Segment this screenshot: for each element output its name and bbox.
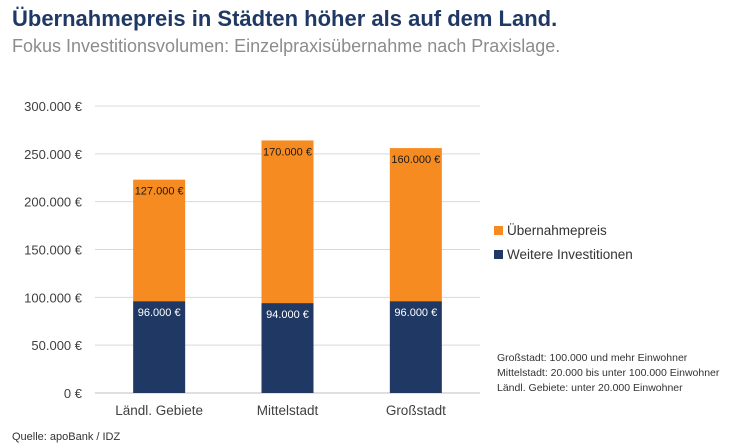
legend: Übernahmepreis Weitere Investitionen	[494, 218, 633, 266]
population-notes: Großstadt: 100.000 und mehr Einwohner Mi…	[497, 351, 719, 396]
chart-title: Übernahmepreis in Städten höher als auf …	[12, 6, 558, 31]
bar-weitere-investitionen	[133, 301, 186, 393]
bar-uebernahmepreis	[389, 148, 442, 302]
y-tick-label: 250.000 €	[24, 147, 83, 162]
source-note: Quelle: apoBank / IDZ	[12, 431, 121, 443]
bar-uebernahmepreis	[133, 179, 186, 302]
x-tick-label: Ländl. Gebiete	[115, 403, 203, 418]
data-label: 170.000 €	[263, 146, 312, 158]
legend-swatch-weitere-investitionen	[494, 249, 503, 259]
legend-item-uebernahmepreis: Übernahmepreis	[494, 218, 633, 242]
data-label: 96.000 €	[138, 307, 181, 319]
note-mittelstadt: Mittelstadt: 20.000 bis unter 100.000 Ei…	[497, 367, 720, 379]
bar-weitere-investitionen	[389, 301, 442, 393]
y-tick-label: 300.000 €	[24, 99, 83, 114]
legend-label-weitere-investitionen: Weitere Investitionen	[507, 246, 633, 262]
y-tick-label: 200.000 €	[24, 195, 83, 210]
legend-swatch-uebernahmepreis	[494, 225, 503, 235]
y-tick-label: 100.000 €	[24, 290, 83, 305]
legend-item-weitere-investitionen: Weitere Investitionen	[494, 242, 633, 266]
data-label: 127.000 €	[135, 186, 184, 198]
x-tick-label: Mittelstadt	[257, 403, 319, 418]
x-tick-label: Großstadt	[386, 403, 446, 418]
y-tick-label: 50.000 €	[31, 338, 82, 353]
note-laendl-gebiete: Ländl. Gebiete: unter 20.000 Einwohner	[497, 382, 683, 394]
legend-label-uebernahmepreis: Übernahmepreis	[507, 222, 607, 238]
bar-weitere-investitionen	[261, 303, 314, 393]
y-tick-label: 0 €	[64, 386, 83, 401]
chart-subtitle: Fokus Investitionsvolumen: Einzelpraxisü…	[12, 36, 561, 56]
data-label: 96.000 €	[394, 307, 437, 319]
bar-uebernahmepreis	[261, 140, 314, 304]
data-label: 160.000 €	[391, 154, 440, 166]
y-tick-label: 150.000 €	[24, 243, 83, 258]
data-label: 94.000 €	[266, 309, 309, 321]
note-grossstadt: Großstadt: 100.000 und mehr Einwohner	[497, 352, 688, 364]
